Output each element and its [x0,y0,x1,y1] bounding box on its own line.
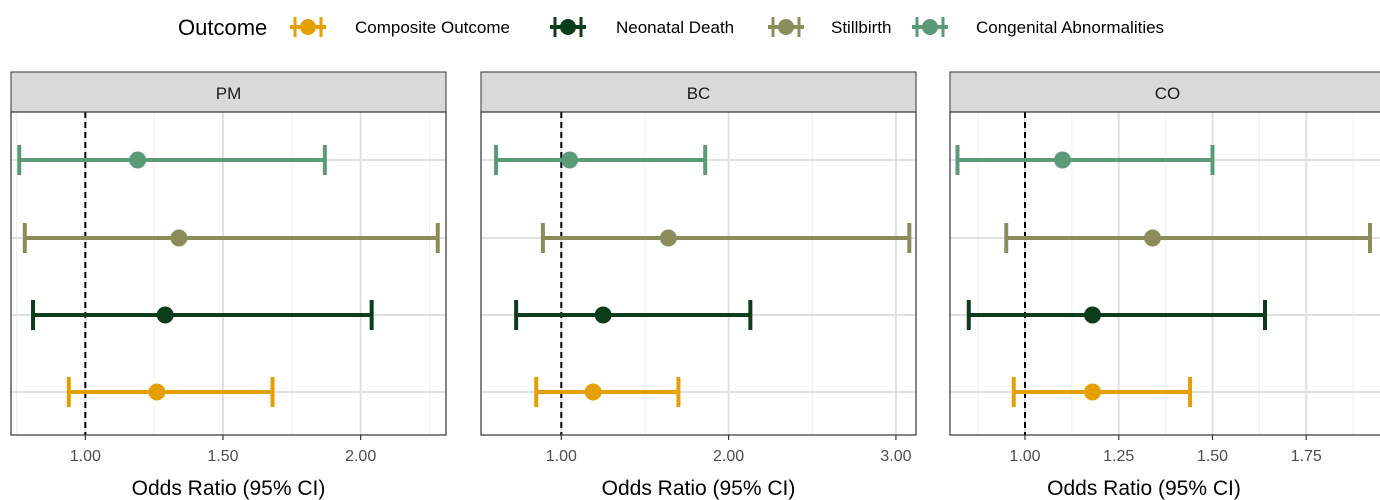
legend-key-point [778,19,794,35]
x-axis-title: Odds Ratio (95% CI) [602,477,796,500]
x-axis-title: Odds Ratio (95% CI) [1047,477,1241,500]
legend-label: Composite Outcome [355,18,510,37]
legend-label: Neonatal Death [616,18,734,37]
legend-key-point [300,19,316,35]
series-mark [22,223,440,253]
panel-border [949,111,1380,436]
plot-area [950,112,1380,435]
plot-area [481,112,916,435]
series-mark [966,300,1267,330]
point-estimate [594,306,612,324]
x-tick-label: 1.50 [1197,448,1228,465]
facet-panels: PM 1.00 1.50 2.00 Odds Ratio (95% CI) BC 1.00 2… [10,71,1380,500]
x-tick-label: 1.25 [1103,448,1134,465]
legend-item: Composite Outcome [290,17,510,37]
panel-border [480,111,917,436]
x-tick-label: 1.00 [546,448,577,465]
facet-strip [949,71,1380,113]
legend-label: Stillbirth [831,18,891,37]
plot-background [950,112,1380,435]
facet-strip-label: BC [687,84,711,103]
series-mark [17,145,327,175]
panel-bc: BC 1.00 2.00 3.00 Odds Ratio (95% CI) [480,71,917,500]
legend-item: Congenital Abnormalities [912,17,1164,37]
point-estimate [129,151,147,169]
series-mark [1011,377,1192,407]
point-estimate [659,229,677,247]
x-tick-label: 1.50 [207,448,238,465]
facet-strip [480,71,917,113]
point-estimate [1084,383,1101,401]
series-mark [1004,223,1372,253]
panel-pm: PM 1.00 1.50 2.00 Odds Ratio (95% CI) [10,71,447,500]
legend-item: Neonatal Death [550,17,734,37]
point-estimate [148,383,166,401]
point-estimate [156,306,174,324]
plot-background [11,112,446,435]
point-estimate [561,151,579,169]
plot-area [11,112,446,435]
plot-background [481,112,916,435]
series-mark [66,377,275,407]
x-tick-label: 2.00 [345,448,376,465]
series-mark [540,223,912,253]
legend-key-point [560,19,576,35]
x-tick-label: 1.00 [70,448,101,465]
legend: Outcome Composite Outcome Neonatal Death S… [178,15,1164,40]
series-mark [31,300,374,330]
facet-strip [10,71,447,113]
legend-label: Congenital Abnormalities [976,18,1164,37]
series-mark [955,145,1215,175]
series-mark [534,377,681,407]
x-tick-label: 1.75 [1291,448,1322,465]
panel-co: CO 1.00 1.25 1.50 1.75 Odds Ratio (95% CI) [949,71,1380,500]
x-tick-label: 1.00 [1009,448,1040,465]
panel-border [10,111,447,436]
x-tick-label: 2.00 [713,448,744,465]
legend-key-point [922,19,938,35]
x-tick-label: 3.00 [880,448,911,465]
point-estimate [170,229,188,247]
point-estimate [1084,306,1101,324]
facet-strip-label: CO [1155,84,1181,103]
series-mark [494,145,708,175]
series-mark [514,300,753,330]
x-axis-title: Odds Ratio (95% CI) [132,477,326,500]
point-estimate [1144,229,1161,247]
point-estimate [1054,151,1071,169]
facet-strip-label: PM [216,84,242,103]
point-estimate [584,383,602,401]
legend-title: Outcome [178,15,267,40]
legend-item: Stillbirth [768,17,891,37]
